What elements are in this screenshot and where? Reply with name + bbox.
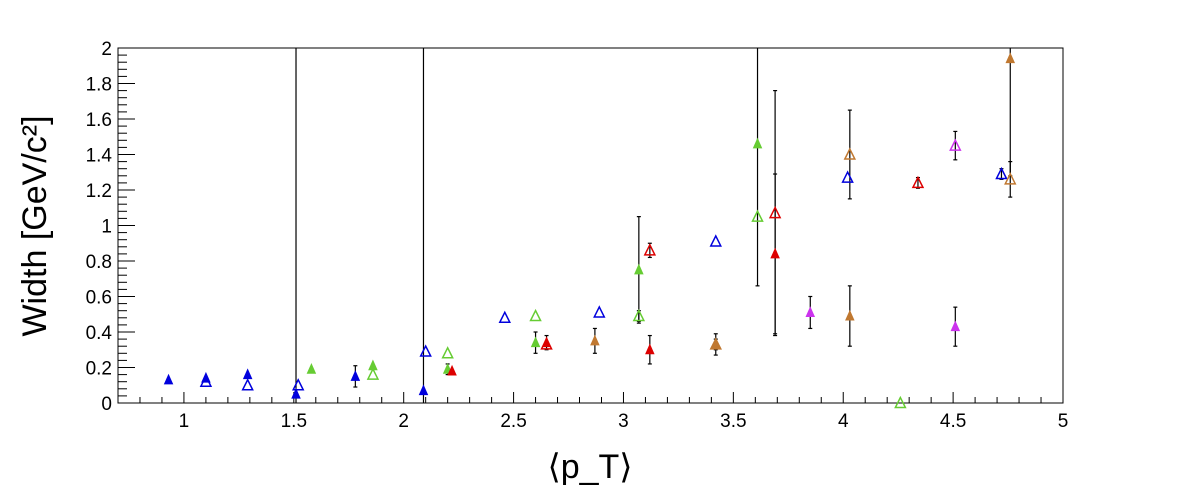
y-tick-label: 0.8 xyxy=(86,252,112,273)
error-bars xyxy=(295,48,1013,403)
x-tick-label: 5 xyxy=(1058,411,1069,432)
filled-triangle-marker xyxy=(805,306,816,317)
open-triangle-marker xyxy=(241,378,254,391)
open-triangle-marker xyxy=(441,346,454,359)
x-tick-label: 4 xyxy=(838,411,849,432)
y-tick-label: 0.6 xyxy=(86,288,112,309)
open-triangle-marker xyxy=(593,305,606,318)
plot-frame xyxy=(117,47,1064,404)
filled-triangle-marker xyxy=(634,263,644,275)
filled-triangle-marker xyxy=(368,359,378,371)
filled-triangle-marker xyxy=(950,320,961,332)
open-triangle-marker xyxy=(709,234,722,247)
open-triangle-marker xyxy=(291,378,305,391)
filled-triangle-marker xyxy=(163,373,174,385)
y-tick-label: 1 xyxy=(101,217,112,238)
filled-triangle-marker xyxy=(710,338,721,349)
x-tick-label: 1 xyxy=(179,411,190,432)
open-triangle-marker xyxy=(632,308,646,322)
y-tick-label: 2 xyxy=(101,39,112,60)
filled-triangle-marker xyxy=(645,343,655,355)
filled-triangle-marker xyxy=(291,387,301,399)
y-tick-label: 1.2 xyxy=(86,181,112,202)
y-axis-ticks: 0 0.2 0.4 0.6 0.8 1 1.2 1.4 1.6 1.8 2 xyxy=(86,39,135,415)
open-triangle-marker xyxy=(643,243,657,256)
x-axis-title: ⟨p_T⟩ xyxy=(547,448,632,486)
x-tick-label: 2.5 xyxy=(500,411,526,432)
open-triangle-marker xyxy=(1004,172,1017,185)
y-tick-label: 0.4 xyxy=(86,323,113,344)
y-tick-label: 1.8 xyxy=(86,75,112,96)
open-triangle-marker xyxy=(894,395,907,409)
y-tick-label: 1.6 xyxy=(86,110,112,131)
filled-triangle-marker xyxy=(752,137,763,149)
open-triangle-marker xyxy=(529,308,542,322)
open-triangle-marker xyxy=(751,209,764,222)
filled-triangle-marker xyxy=(306,363,317,374)
open-triangle-marker xyxy=(995,166,1008,180)
filled-triangle-marker xyxy=(590,334,600,346)
x-tick-label: 3.5 xyxy=(720,411,746,432)
x-tick-label: 3 xyxy=(618,411,629,432)
plot-frame-border xyxy=(117,47,1064,404)
open-triangle-marker xyxy=(841,170,854,183)
open-triangle-marker xyxy=(911,175,925,189)
open-triangle-marker xyxy=(949,138,962,151)
filled-triangle-marker xyxy=(201,371,211,383)
x-tick-label: 4.5 xyxy=(940,411,966,432)
open-triangle-marker xyxy=(419,344,432,357)
filled-triangle-marker xyxy=(1005,52,1016,64)
y-tick-label: 0.2 xyxy=(86,359,112,380)
y-axis-title: Width [GeV/c²] xyxy=(16,115,54,336)
x-axis-ticks: 1 1.5 2 2.5 3 3.5 4 4.5 5 xyxy=(117,392,1069,432)
y-tick-label: 1.4 xyxy=(86,146,113,167)
filled-triangle-marker xyxy=(770,247,780,259)
open-triangle-marker xyxy=(498,310,512,324)
filled-triangle-marker xyxy=(418,384,429,396)
filled-triangle-marker xyxy=(242,368,253,380)
x-tick-label: 2 xyxy=(398,411,409,432)
x-tick-label: 1.5 xyxy=(281,411,307,432)
filled-triangle-marker xyxy=(350,370,361,381)
y-tick-label: 0 xyxy=(101,394,112,415)
open-triangle-marker xyxy=(366,367,380,380)
open-triangle-marker xyxy=(768,205,782,219)
filled-triangle-marker xyxy=(530,336,541,348)
filled-triangle-marker xyxy=(541,336,552,348)
open-triangle-marker xyxy=(843,147,857,160)
filled-triangle-marker xyxy=(447,364,457,376)
data-markers xyxy=(163,52,1017,409)
filled-triangle-marker xyxy=(845,309,855,321)
